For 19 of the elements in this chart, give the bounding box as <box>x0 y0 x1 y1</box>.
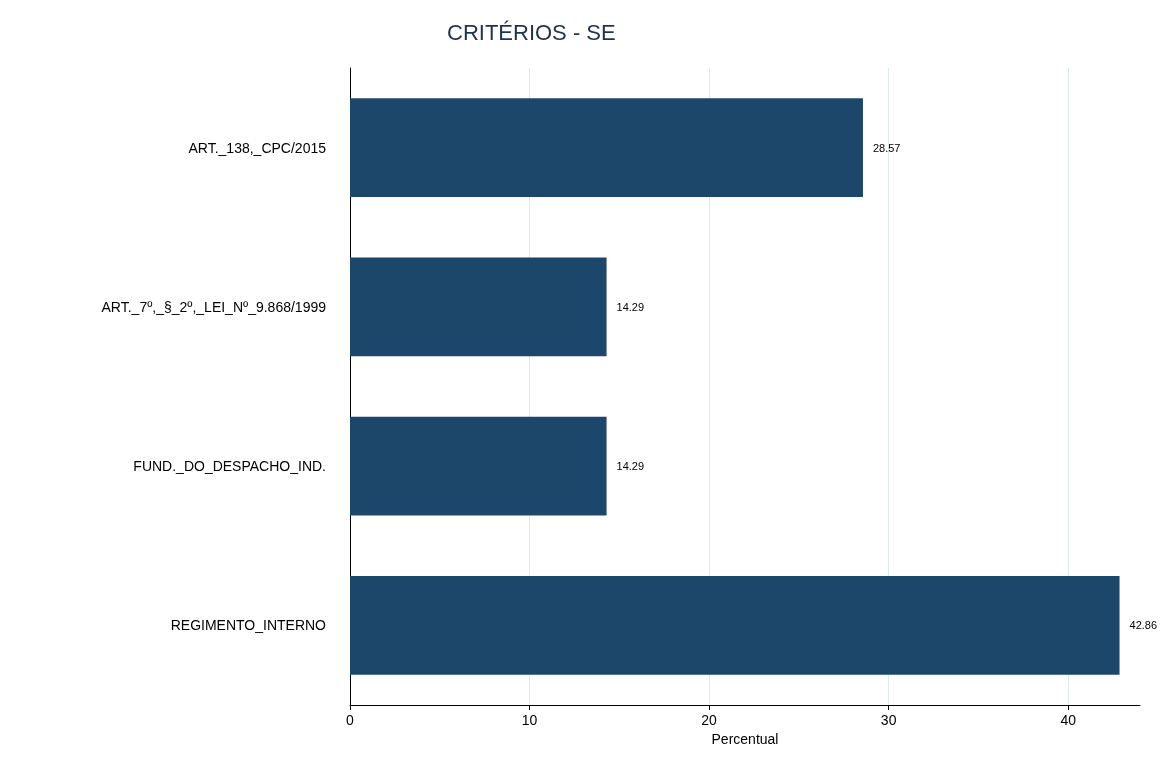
x-tick-label: 40 <box>1060 712 1077 728</box>
x-tick-label: 0 <box>346 712 355 728</box>
y-tick-label: FUND._DO_DESPACHO_IND. <box>133 458 326 475</box>
data-label: 14.29 <box>616 460 645 473</box>
x-tick-label: 10 <box>521 712 538 728</box>
bar <box>350 257 607 357</box>
bar <box>350 416 607 516</box>
x-tick-label: 30 <box>880 712 897 728</box>
x-tick-label: 20 <box>701 712 718 728</box>
y-tick-label: REGIMENTO_INTERNO <box>170 617 327 634</box>
data-label: 14.29 <box>616 300 645 313</box>
data-label: 42.86 <box>1129 619 1158 632</box>
chart-title: CRITÉRIOS - SE <box>447 19 616 45</box>
x-axis-title: Percentual <box>711 730 779 747</box>
y-tick-label: ART._7º,_§_2º,_LEI_Nº_9.868/1999 <box>101 298 327 315</box>
bar <box>350 98 863 197</box>
bar <box>350 576 1120 675</box>
data-label: 28.57 <box>872 141 901 154</box>
y-tick-label: ART._138,_CPC/2015 <box>188 139 327 156</box>
